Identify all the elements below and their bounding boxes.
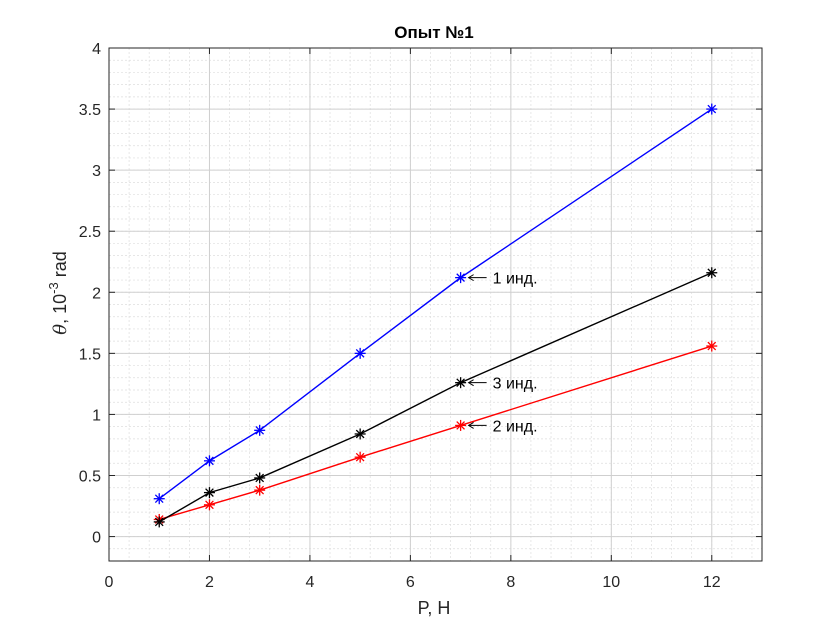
y-tick-labels: 0 0.5 1 1.5 2 2.5 3 3.5 4 <box>79 41 101 547</box>
annotation-layer: 1 инд. 3 инд. 2 инд. <box>467 271 538 435</box>
chart-title: Опыт №1 <box>394 23 473 42</box>
series-point <box>153 516 165 528</box>
series-2 <box>153 340 718 525</box>
x-tick-label: 12 <box>703 574 721 591</box>
y-axis-label-text: , 10 <box>50 294 70 324</box>
series-point <box>455 377 467 389</box>
series-point <box>706 103 718 115</box>
series-point <box>254 484 266 496</box>
series-1 <box>153 103 718 505</box>
plot-area: 1 инд. 3 инд. 2 инд. <box>108 47 763 562</box>
series-point <box>254 424 266 436</box>
series-point <box>203 499 215 511</box>
y-tick-label: 4 <box>92 41 101 58</box>
x-axis-label: P, Н <box>418 598 451 618</box>
series-line <box>158 108 713 500</box>
series-point <box>706 267 718 279</box>
tick-marks <box>108 47 762 561</box>
y-tick-label: 1.5 <box>79 346 101 363</box>
y-tick-label: 1 <box>92 407 101 424</box>
x-tick-label: 10 <box>602 574 620 591</box>
annotation-arrow-head <box>467 421 474 429</box>
y-axis-label-symbol: θ <box>50 324 71 335</box>
series-3 <box>153 267 718 528</box>
series-line <box>159 345 712 521</box>
series-point <box>354 428 366 440</box>
series-point <box>153 493 165 505</box>
y-tick-label: 2 <box>92 285 101 302</box>
y-axis-label-unit: rad <box>50 251 70 282</box>
series-point <box>455 272 467 284</box>
x-tick-label: 6 <box>406 574 415 591</box>
x-tick-label: 2 <box>205 574 214 591</box>
series-point <box>354 451 366 463</box>
y-axis-label: θ, 10-3 rad <box>46 251 71 334</box>
y-tick-label: 0.5 <box>79 469 101 486</box>
x-tick-label: 4 <box>305 574 314 591</box>
annotation-arrow-head <box>467 379 474 387</box>
axes-box <box>108 47 763 562</box>
x-tick-label: 8 <box>506 574 515 591</box>
series-point <box>203 455 215 467</box>
series-layer <box>153 103 718 528</box>
y-tick-label: 3 <box>92 163 101 180</box>
x-tick-labels: 0 2 4 6 8 10 12 <box>105 574 721 591</box>
y-axis-label-exponent: -3 <box>46 282 61 294</box>
annotation: 3 инд. <box>467 376 538 393</box>
series-point <box>203 487 215 499</box>
y-tick-label: 2.5 <box>79 224 101 241</box>
series-line <box>158 272 713 523</box>
annotation-label: 1 инд. <box>493 271 538 288</box>
series-point <box>254 472 266 484</box>
series-point <box>455 419 467 431</box>
annotation: 1 инд. <box>467 271 538 288</box>
annotation-label: 3 инд. <box>493 376 538 393</box>
x-tick-label: 0 <box>105 574 114 591</box>
y-tick-label: 0 <box>92 530 101 547</box>
series-point <box>354 347 366 359</box>
annotation-label: 2 инд. <box>493 418 538 435</box>
annotation-arrow-head <box>467 274 474 282</box>
y-tick-label: 3.5 <box>79 102 101 119</box>
series-point <box>706 340 718 352</box>
annotation: 2 инд. <box>467 418 538 435</box>
